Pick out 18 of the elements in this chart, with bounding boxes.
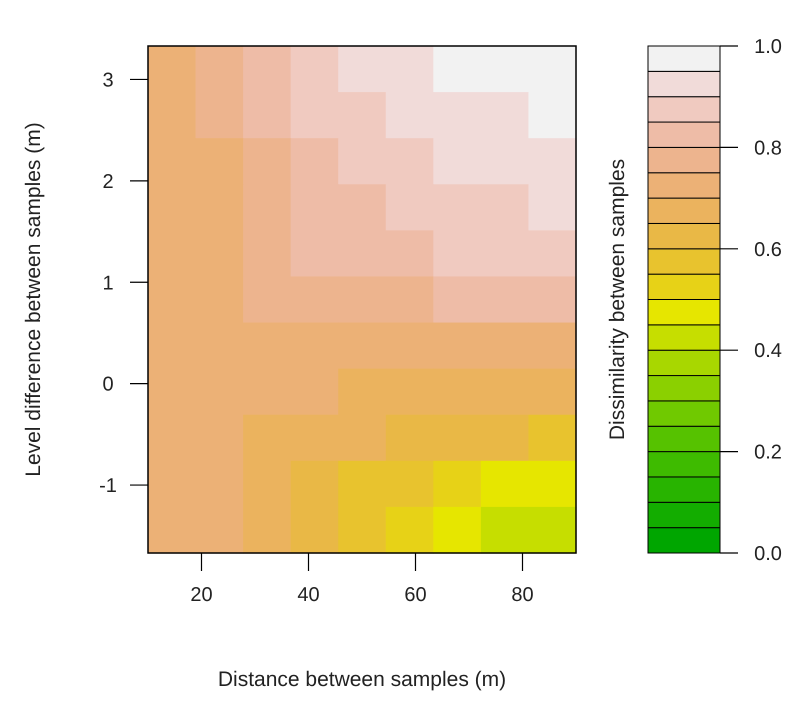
x-tick-label: 60: [404, 584, 427, 606]
color-bar-label: 0.2: [754, 442, 782, 464]
color-bar-label: 1.0: [754, 36, 782, 58]
y-tick-label: 1: [102, 272, 114, 294]
color-bar-label: 0.0: [754, 543, 782, 565]
y-tick-label: 3: [102, 69, 114, 92]
color-bar-label: 0.8: [754, 137, 782, 160]
y-tick-label: 0: [102, 374, 114, 396]
color-bar-label: 0.4: [754, 340, 782, 362]
y-axis-title: Level difference between samples (m): [22, 122, 45, 477]
color-bar-title: Dissimilarity between samples: [606, 158, 629, 440]
color-bar-label: 0.6: [754, 238, 782, 261]
x-tick-label: 80: [511, 584, 534, 606]
x-tick-label: 20: [190, 584, 213, 606]
y-tick-label: -1: [99, 475, 117, 498]
y-tick-label: 2: [102, 170, 114, 193]
x-axis-title: Distance between samples (m): [218, 668, 506, 691]
x-tick-label: 40: [297, 584, 320, 606]
